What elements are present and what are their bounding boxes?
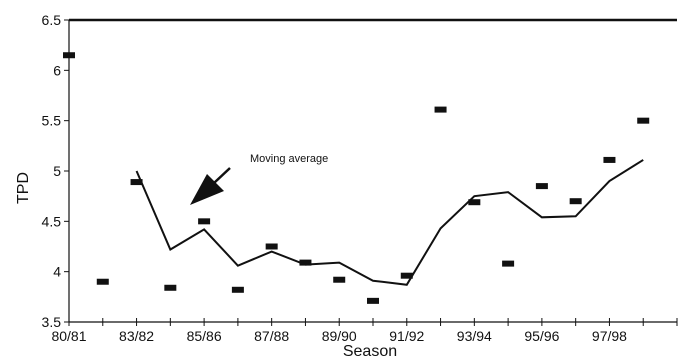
y-tick-label: 4.5 <box>42 213 62 229</box>
data-point <box>63 52 75 59</box>
y-axis-ticks: 3.5 4 4.5 5 5.5 6 6.5 <box>42 12 69 330</box>
x-tick-label: 91/92 <box>389 328 424 344</box>
moving-average-line <box>135 159 644 286</box>
annotation-arrow-shaft <box>213 167 231 184</box>
data-point <box>130 179 143 186</box>
data-point <box>603 156 616 163</box>
x-tick-label: 80/81 <box>51 328 86 344</box>
moving-average-series <box>135 159 644 286</box>
y-tick-label: 3.5 <box>42 314 62 330</box>
y-axis-title: TPD <box>15 172 32 204</box>
data-points <box>63 52 650 304</box>
moving-average-annotation: Moving average <box>190 153 328 205</box>
plot-frame <box>68 18 677 323</box>
y-tick-label: 4 <box>53 264 61 280</box>
data-point <box>96 278 109 285</box>
data-point <box>502 260 515 267</box>
data-point <box>299 259 312 266</box>
data-point <box>569 198 582 205</box>
y-tick-label: 5.5 <box>42 113 62 129</box>
x-tick-label: 83/82 <box>119 328 154 344</box>
y-tick-label: 6 <box>53 62 61 78</box>
y-tick-label: 5 <box>53 163 61 179</box>
data-point <box>231 286 244 293</box>
data-point <box>637 117 650 124</box>
x-tick-label: 89/90 <box>322 328 357 344</box>
data-point <box>198 218 211 225</box>
data-point <box>367 297 379 304</box>
y-tick-label: 6.5 <box>42 12 62 28</box>
x-axis-ticks: 80/81 83/82 85/86 87/88 89/90 91/92 93/94 95/96… <box>51 318 678 344</box>
x-tick-label: 93/94 <box>457 328 492 344</box>
x-tick-label: 85/86 <box>187 328 222 344</box>
data-point <box>535 183 548 190</box>
x-axis-title: Season <box>343 343 397 358</box>
x-tick-label: 95/96 <box>524 328 559 344</box>
annotation-arrow-head <box>190 174 224 205</box>
data-point <box>400 272 413 279</box>
data-point <box>468 199 481 206</box>
data-point <box>164 284 177 291</box>
x-tick-label: 97/98 <box>592 328 627 344</box>
data-point <box>434 106 447 113</box>
x-tick-label: 87/88 <box>254 328 289 344</box>
data-point <box>333 276 346 283</box>
data-point <box>265 243 278 250</box>
annotation-label: Moving average <box>250 153 328 165</box>
